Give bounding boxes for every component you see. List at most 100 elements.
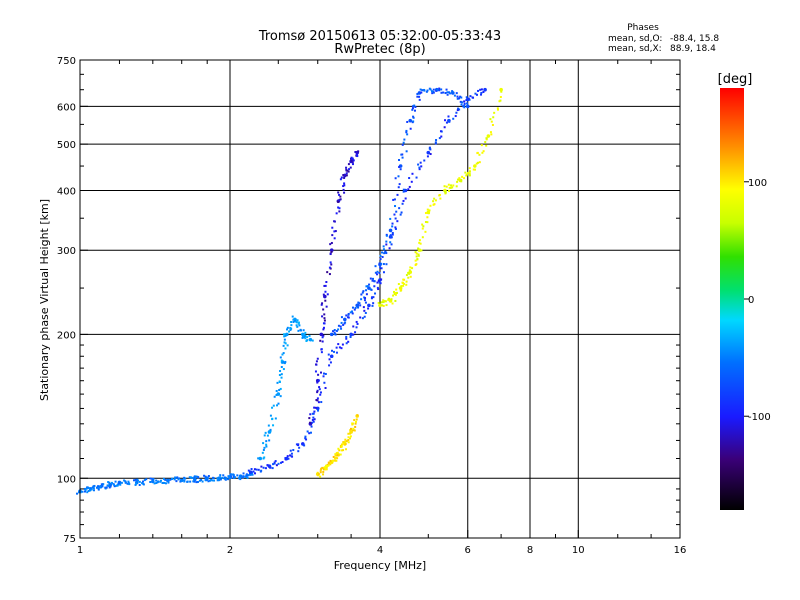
data-point [319,332,324,337]
trace-mark [447,115,450,118]
trace-mark [394,226,397,229]
trace-mark [321,340,324,343]
trace-mark [347,432,350,435]
trace-mark [398,165,401,168]
trace-mark [109,485,112,488]
trace-mark [414,105,417,108]
x-tick-label: 1 [77,545,83,556]
trace-mark [242,475,245,478]
trace-mark [385,234,388,237]
trace-mark [417,254,420,257]
trace-mark [359,316,362,319]
trace-mark [394,293,397,296]
trace-mark [419,88,422,91]
trace-mark [335,329,338,332]
trace-mark [317,473,320,476]
trace-mark [275,464,278,467]
trace-mark [211,479,214,482]
trace-mark [290,452,293,455]
trace-mark [242,472,245,475]
trace-mark [401,143,404,146]
trace-mark [313,418,316,421]
trace-mark [402,141,405,144]
trace-mark [296,325,299,328]
trace-mark [323,466,326,469]
trace-mark [456,95,459,98]
phases-header: Phases [627,23,659,33]
trace-mark [444,92,447,95]
trace-mark [411,267,414,270]
trace-mark [263,456,266,459]
trace-mark [99,485,102,488]
trace-mark [399,213,402,216]
trace-mark [272,463,275,466]
trace-mark [190,476,193,479]
trace-mark [280,359,283,362]
trace-mark [255,468,258,471]
trace-mark [345,168,348,171]
trace-mark [282,352,285,355]
trace-mark [363,299,366,302]
trace-mark [459,95,462,98]
trace-mark [449,92,452,95]
trace-mark [322,468,325,471]
trace-mark [282,344,285,347]
trace-mark [454,115,457,118]
trace-mark [297,321,300,324]
trace-mark [193,480,196,483]
data-point [308,337,313,342]
trace-mark [276,381,279,384]
trace-mark [208,479,211,482]
trace-mark [298,324,301,327]
colorbar-tick-label: -100 [748,412,771,423]
trace-mark [313,410,316,413]
trace-mark [369,277,372,280]
trace-mark [337,447,340,450]
trace-mark [356,322,359,325]
trace-mark [322,334,325,337]
trace-mark [316,389,319,392]
trace-mark [448,186,451,189]
trace-mark [373,280,376,283]
trace-mark [345,166,348,169]
trace-mark [318,388,321,391]
trace-mark [410,180,413,183]
trace-mark [447,183,450,186]
trace-mark [328,364,331,367]
trace-mark [443,126,446,129]
trace-mark [224,478,227,481]
trace-mark [317,379,320,382]
trace-mark [322,473,325,476]
trace-mark [333,220,336,223]
trace-mark [418,241,421,244]
trace-mark [463,104,466,107]
trace-mark [108,481,111,484]
trace-mark [176,476,179,479]
trace-mark [239,477,242,480]
trace-mark [282,368,285,371]
trace-mark [415,255,418,258]
trace-mark [327,461,330,464]
trace-mark [337,324,340,327]
trace-mark [349,432,352,435]
trace-mark [241,476,244,479]
trace-mark [340,347,343,350]
trace-mark [351,157,354,160]
trace-mark [498,100,501,103]
trace-mark [394,205,397,208]
trace-mark [284,334,287,337]
trace-mark [460,103,463,106]
trace-mark [463,106,466,109]
trace-mark [345,314,348,317]
trace-mark [340,316,343,319]
trace-mark [415,263,418,266]
trace-mark [142,483,145,486]
trace-mark [280,373,283,376]
trace-mark [331,226,334,229]
trace-mark [354,150,357,153]
trace-mark [421,89,424,92]
trace-mark [355,420,358,423]
trace-mark [322,328,325,331]
trace-mark [432,88,435,91]
trace-mark [360,293,363,296]
